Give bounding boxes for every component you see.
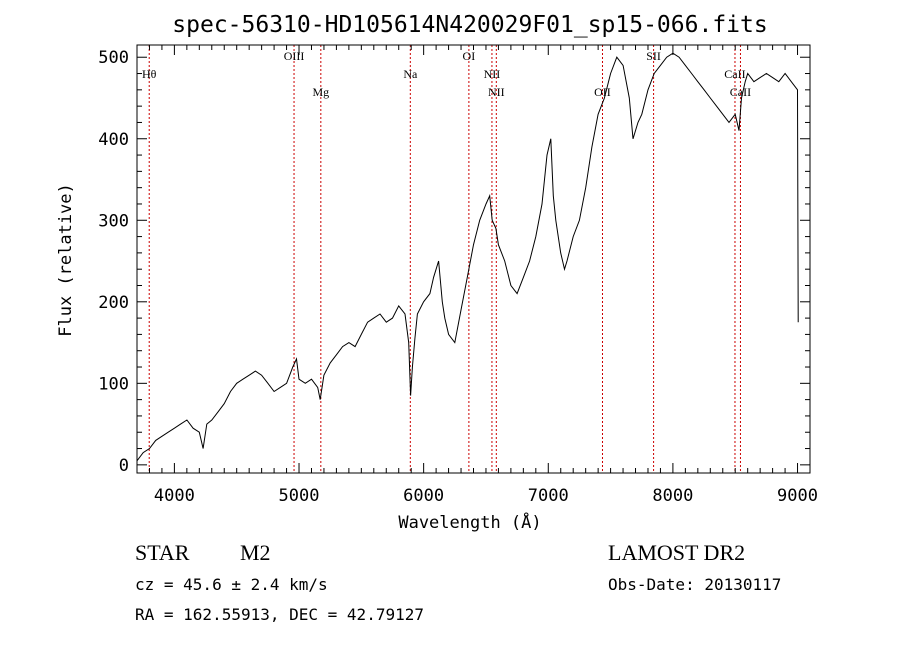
x-tick-label: 5000 xyxy=(279,486,320,506)
x-tick-label: 7000 xyxy=(528,486,569,506)
y-tick-label: 200 xyxy=(98,293,129,313)
spectrum-line xyxy=(136,52,799,462)
object-type: STAR xyxy=(135,540,190,565)
line-marker-label: SII xyxy=(646,49,661,63)
x-tick-label: 4000 xyxy=(154,486,195,506)
y-tick-label: 500 xyxy=(98,48,129,68)
plot-frame xyxy=(136,44,811,474)
line-marker-label: OI xyxy=(463,49,476,63)
emission-line-markers: Hθ OIII Mg Na OI NII NII OII SII CaII CaII xyxy=(142,45,751,473)
x-tick-label: 8000 xyxy=(652,486,693,506)
line-marker-label: NII xyxy=(488,85,505,99)
line-marker-label: CaII xyxy=(724,67,745,81)
y-axis-label: Flux (relative) xyxy=(56,183,76,337)
line-marker-label: Hθ xyxy=(142,67,157,81)
y-tick-label: 300 xyxy=(98,211,129,231)
line-marker-label: Mg xyxy=(312,85,329,99)
object-subclass: M2 xyxy=(240,540,271,565)
x-tick-label: 9000 xyxy=(777,486,818,506)
x-axis-label: Wavelength (Å) xyxy=(398,511,541,533)
line-marker-label: NII xyxy=(484,67,501,81)
line-marker-label: OII xyxy=(594,85,611,99)
obs-date: Obs-Date: 20130117 xyxy=(608,575,781,594)
line-marker-label: OIII xyxy=(284,49,305,63)
redshift-line: cz = 45.6 ± 2.4 km/s xyxy=(135,575,328,594)
y-tick-label: 100 xyxy=(98,374,129,394)
y-tick-label: 400 xyxy=(98,130,129,150)
line-marker-label: Na xyxy=(403,67,418,81)
ra-dec: RA = 162.55913, DEC = 42.79127 xyxy=(135,605,424,624)
y-tick-label: 0 xyxy=(119,456,129,476)
axis-ticks: 4000 5000 6000 7000 8000 9000 0 100 200 300 400 500 xyxy=(98,45,818,506)
x-tick-label: 6000 xyxy=(403,486,444,506)
line-marker-label: CaII xyxy=(730,85,751,99)
survey-name: LAMOST DR2 xyxy=(608,540,745,565)
chart-title: spec-56310-HD105614N420029F01_sp15-066.f… xyxy=(172,12,767,38)
